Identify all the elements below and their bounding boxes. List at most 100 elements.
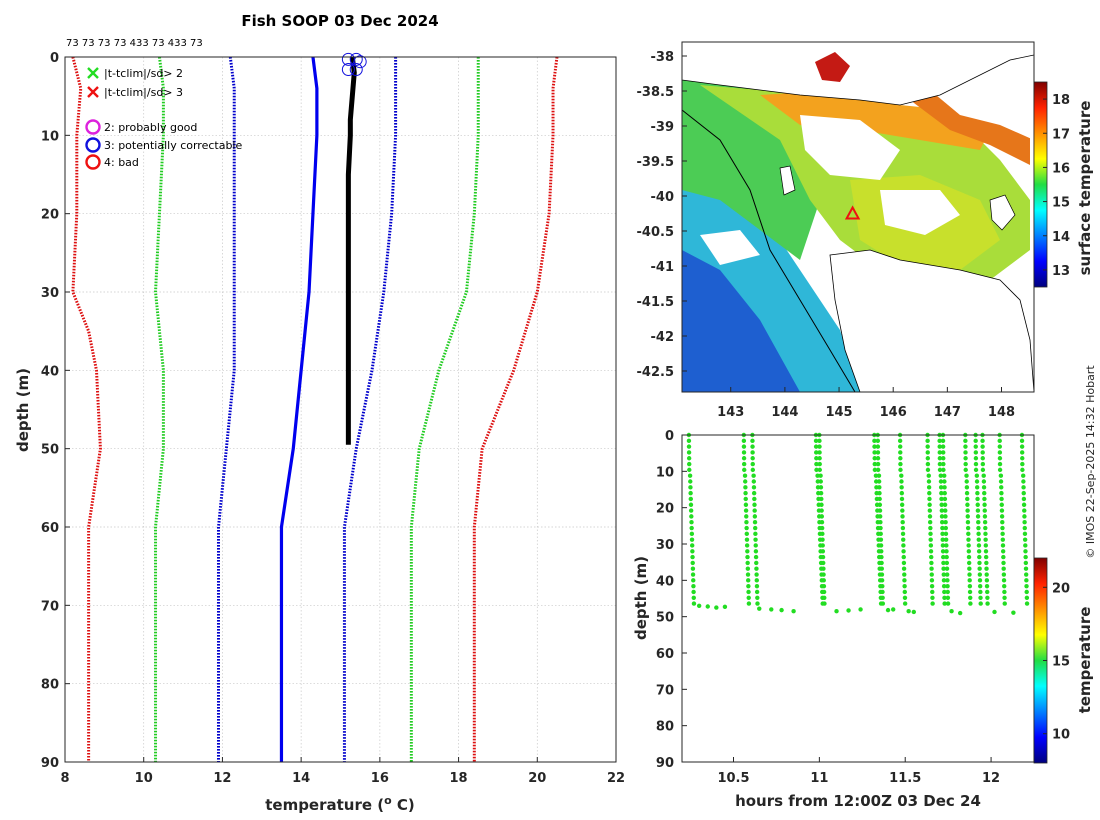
cast-point: [741, 450, 747, 455]
cast-point: [746, 601, 752, 606]
cast-point: [688, 508, 694, 513]
profile-x-tick-label: 20: [528, 771, 546, 786]
cast-point: [942, 490, 947, 496]
cast-point: [879, 572, 885, 577]
cast-point: [690, 566, 696, 571]
cast-point: [926, 479, 932, 484]
cast-point: [820, 549, 826, 554]
cast-point: [925, 467, 931, 473]
cast-point: [984, 560, 989, 566]
cast-point: [819, 525, 825, 531]
cast-point: [898, 444, 903, 449]
cast-point: [939, 514, 945, 519]
cast-point: [928, 543, 934, 548]
cast-point: [1024, 595, 1030, 600]
cast-point: [814, 461, 819, 467]
cast-point: [978, 595, 983, 600]
cast-point: [1021, 479, 1026, 484]
cast-point: [945, 595, 951, 600]
cast-point: [1021, 490, 1026, 496]
cast-point: [978, 601, 983, 606]
cast-point: [750, 450, 755, 455]
cast-point: [752, 496, 757, 502]
scatter-x-ticks: 10.5 11 11.5 12: [717, 757, 1000, 786]
cast-point: [927, 490, 932, 496]
cast-point: [963, 444, 968, 449]
cast-point: [898, 456, 903, 461]
cast-point: [691, 578, 696, 583]
series-line-climatology-mean: [279, 56, 319, 762]
cast-point: [927, 514, 933, 519]
scatter-y-tick-label: 10: [656, 465, 674, 480]
cast-point: [965, 514, 970, 519]
cast-point: [929, 572, 934, 577]
cast-point: [1023, 554, 1028, 560]
profile-series: [71, 56, 559, 762]
colorbar-tick-label: 15: [1052, 196, 1070, 211]
cast-point: [942, 502, 948, 507]
cast-point: [998, 479, 1004, 484]
map-y-tick-label: -38: [651, 50, 675, 65]
cast-point: [875, 461, 881, 467]
cast-point: [688, 485, 693, 490]
cast-point: [1023, 572, 1029, 577]
cast-point: [939, 502, 944, 507]
bottom-point: [834, 609, 839, 614]
profile-x-tick-label: 14: [292, 771, 310, 786]
cast-point: [963, 461, 968, 467]
cast-point: [901, 537, 906, 542]
cast-point: [817, 467, 822, 473]
cast-point: [940, 444, 946, 449]
cast-point: [819, 514, 825, 519]
map-y-tick-label: -40.5: [637, 225, 674, 240]
cast-point: [937, 461, 943, 467]
cast-point: [691, 589, 696, 595]
cast-point: [745, 566, 751, 571]
cast-point: [930, 589, 935, 595]
cast-point: [819, 496, 824, 502]
cast-point: [820, 531, 825, 537]
cast-point: [975, 502, 980, 507]
profile-x-tick-label: 12: [213, 771, 231, 786]
profile-chart: Fish SOOP 03 Dec 2024 73 73 73 73 433 73…: [14, 12, 625, 814]
profile-x-tick-label: 16: [371, 771, 389, 786]
cast-point: [929, 578, 935, 583]
cast-point: [899, 496, 905, 502]
cast-point: [945, 578, 950, 583]
cast-point: [997, 467, 1003, 473]
cast-point: [751, 473, 756, 478]
cast-point: [900, 525, 906, 531]
map-y-tick-label: -40: [651, 190, 675, 205]
bottom-point: [722, 604, 728, 610]
cast-point: [741, 438, 747, 444]
cast-point: [975, 514, 981, 519]
scatter-y-tick-label: 40: [656, 574, 674, 589]
cast-point: [982, 520, 988, 525]
cast-point: [942, 496, 948, 502]
cast-point: [976, 531, 981, 537]
series-line-observed-profile: [345, 56, 357, 445]
profile-x-tick-label: 22: [607, 771, 625, 786]
cast-point: [875, 444, 881, 449]
map-y-tick-label: -41.5: [637, 295, 674, 310]
cast-point: [1022, 520, 1027, 525]
cast-point: [978, 589, 983, 595]
cast-point: [877, 490, 882, 496]
cast-point: [945, 583, 950, 589]
cast-point: [938, 473, 943, 478]
cast-point: [688, 490, 693, 496]
cast-point: [876, 473, 882, 478]
cast-point: [880, 583, 885, 589]
cast-point: [983, 537, 988, 542]
cast-point: [942, 485, 947, 490]
cast-point: [984, 566, 989, 571]
cast-point: [942, 595, 947, 600]
cast-point: [1000, 520, 1005, 525]
cast-point: [927, 520, 933, 525]
cast-point: [745, 560, 750, 566]
cast-point: [976, 549, 982, 554]
cast-point: [691, 595, 696, 600]
cast-point: [902, 601, 908, 606]
cast-point: [688, 496, 693, 502]
cast-point: [925, 438, 930, 444]
